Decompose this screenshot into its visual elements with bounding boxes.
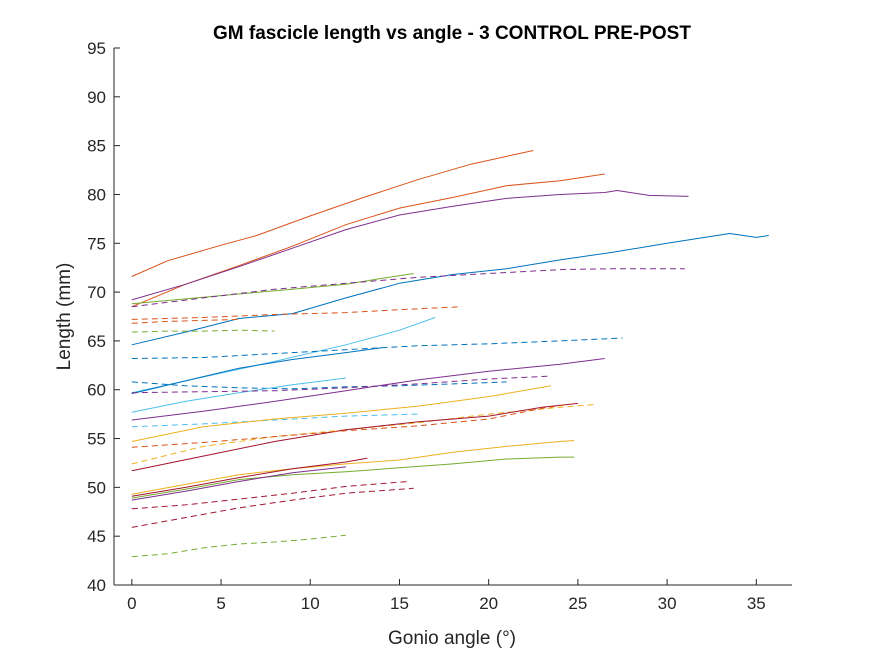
series-line-26 — [131, 481, 409, 510]
series-line-25 — [131, 466, 346, 501]
x-tick-label: 20 — [479, 594, 498, 613]
series-line-20 — [131, 402, 578, 472]
y-tick-label: 75 — [87, 234, 106, 253]
series-line-11 — [131, 347, 382, 395]
chart-title: GM fascicle length vs angle - 3 CONTROL … — [213, 23, 691, 44]
series-line-14 — [131, 377, 346, 413]
x-tick-label: 35 — [747, 594, 766, 613]
series-line-1 — [131, 150, 534, 277]
x-tick-label: 25 — [568, 594, 587, 613]
axes-layer: 0 5 10 15 20 25 30 35 40 45 50 55 60 65 70 75 80 85 90 95 — [87, 39, 792, 613]
y-tick-label: 50 — [87, 478, 106, 497]
y-tick-label: 65 — [87, 332, 106, 351]
series-line-17 — [131, 413, 418, 428]
x-tick-label: 10 — [301, 594, 320, 613]
series-line-18 — [131, 385, 552, 442]
series-line-3 — [131, 190, 689, 301]
series-line-8 — [131, 318, 239, 324]
y-tick-label: 80 — [87, 185, 106, 204]
y-tick-label: 60 — [87, 381, 106, 400]
series-line-23 — [131, 456, 575, 499]
series-line-15 — [131, 358, 605, 421]
series-line-13 — [131, 381, 507, 390]
x-tick-label: 5 — [216, 594, 225, 613]
y-axis-label: Length (mm) — [54, 263, 75, 371]
series-line-6 — [131, 268, 685, 308]
y-tick-label: 95 — [87, 39, 106, 58]
y-tick-label: 85 — [87, 137, 106, 156]
series-line-27 — [131, 487, 414, 528]
series-line-4 — [131, 233, 769, 346]
series-line-16 — [131, 375, 552, 394]
series-layer — [131, 150, 769, 558]
y-tick-label: 40 — [87, 576, 106, 595]
x-axis-label: Gonio angle (°) — [388, 628, 516, 649]
y-tick-label: 90 — [87, 88, 106, 107]
series-line-5 — [131, 273, 414, 305]
x-tick-label: 15 — [390, 594, 409, 613]
x-tick-label: 0 — [127, 594, 136, 613]
series-line-22 — [131, 440, 575, 495]
series-line-28 — [131, 534, 346, 558]
series-line-21 — [131, 403, 570, 448]
series-line-24 — [131, 457, 368, 497]
y-tick-label: 45 — [87, 527, 106, 546]
y-tick-label: 55 — [87, 430, 106, 449]
series-line-9 — [131, 329, 275, 333]
series-line-12 — [131, 337, 623, 359]
x-tick-label: 30 — [658, 594, 677, 613]
y-tick-label: 70 — [87, 283, 106, 302]
